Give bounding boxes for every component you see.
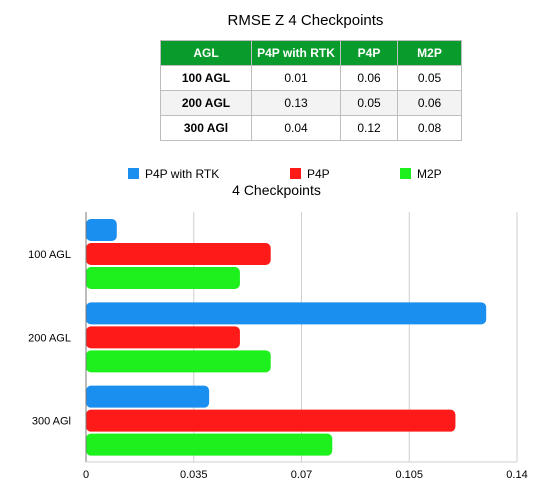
table-header-cell: P4P with RTK <box>251 40 341 66</box>
table-cell: 0.12 <box>340 115 398 141</box>
chart-title: 4 Checkpoints <box>232 182 321 198</box>
table-header-row: AGL P4P with RTK P4P M2P <box>160 40 462 66</box>
legend-label: P4P <box>307 167 330 181</box>
bar <box>86 243 271 265</box>
x-tick-label: 0.035 <box>180 469 208 481</box>
table-cell: 200 AGL <box>160 90 252 116</box>
legend-swatch <box>400 168 411 179</box>
bar <box>86 302 487 325</box>
x-tick-label: 0 <box>83 469 89 481</box>
bar <box>86 350 271 373</box>
table-cell: 300 AGl <box>160 115 252 141</box>
table-cell: 0.06 <box>397 90 462 116</box>
legend-label: M2P <box>417 167 442 181</box>
bar <box>86 219 117 241</box>
table-cell: 100 AGL <box>160 65 252 91</box>
legend-item: P4P with RTK <box>128 167 219 181</box>
table-header-cell: P4P <box>340 40 398 66</box>
legend-item: P4P <box>290 167 330 181</box>
y-category-label: 200 AGL <box>28 332 71 344</box>
legend-swatch <box>290 168 301 179</box>
x-tick-label: 0.07 <box>291 469 312 481</box>
bar <box>86 385 210 408</box>
bar <box>86 433 333 456</box>
table-cell: 0.01 <box>251 65 341 91</box>
bar <box>86 409 456 432</box>
x-tick-label: 0.105 <box>395 469 423 481</box>
data-table: AGL P4P with RTK P4P M2P 100 AGL 0.01 0.… <box>160 40 462 141</box>
table-row: 300 AGl 0.04 0.12 0.08 <box>160 115 462 141</box>
legend-swatch <box>128 168 139 179</box>
table-cell: 0.04 <box>251 115 341 141</box>
bar <box>86 267 240 289</box>
table-cell: 0.05 <box>397 65 462 91</box>
table-title: RMSE Z 4 Checkpoints <box>227 12 384 29</box>
legend-item: M2P <box>400 167 442 181</box>
y-category-label: 100 AGL <box>28 249 71 261</box>
y-category-label: 300 AGl <box>32 416 71 428</box>
table-cell: 0.08 <box>397 115 462 141</box>
x-tick-label: 0.14 <box>506 469 527 481</box>
bar <box>86 326 240 349</box>
legend-label: P4P with RTK <box>145 167 220 181</box>
